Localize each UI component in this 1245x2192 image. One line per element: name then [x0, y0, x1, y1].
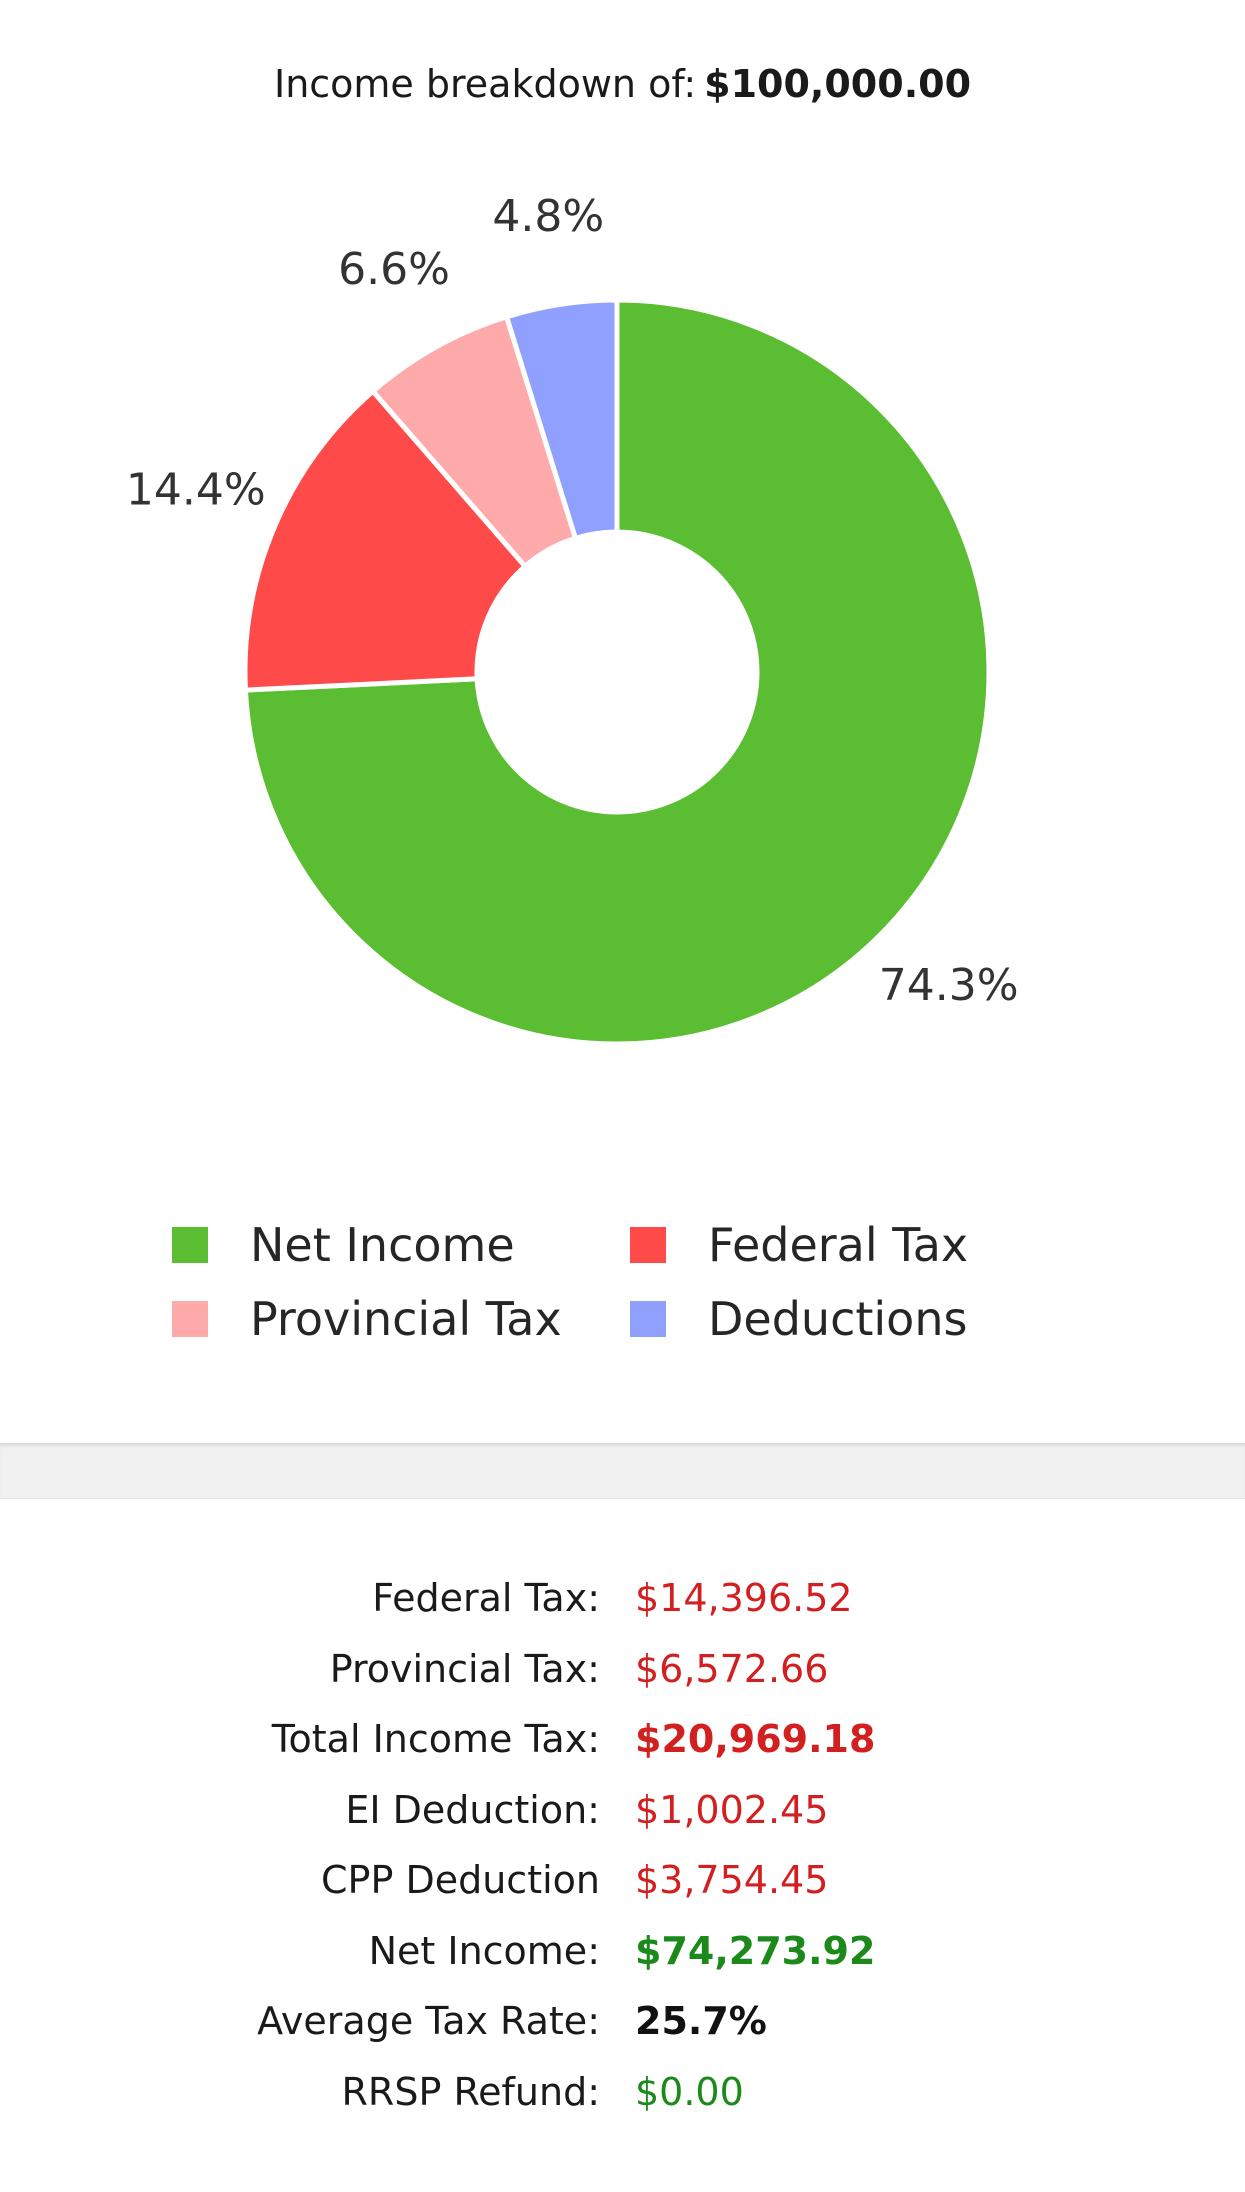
chart-title-amount: $100,000.00: [704, 62, 972, 106]
chart-title-prefix: Income breakdown of:: [273, 62, 697, 106]
chart-legend: Net Income Federal Tax Provincial Tax De…: [172, 1218, 1072, 1368]
summary-row-cpp-deduction: CPP Deduction $3,754.45: [0, 1850, 1245, 1910]
summary-row-rrsp-refund: RRSP Refund: $0.00: [0, 2062, 1245, 2122]
summary-row-average-tax-rate: Average Tax Rate: 25.7%: [0, 1991, 1245, 2051]
summary-value: $6,572.66: [635, 1647, 829, 1691]
summary-value: $74,273.92: [635, 1929, 876, 1973]
summary-value: $3,754.45: [635, 1858, 829, 1902]
summary-row-net-income: Net Income: $74,273.92: [0, 1921, 1245, 1981]
legend-item-deductions[interactable]: Deductions: [630, 1292, 967, 1346]
legend-swatch-federal-tax: [630, 1227, 666, 1263]
donut-labels: 74.3% 14.4% 6.6% 4.8%: [126, 191, 1019, 1011]
summary-label: Average Tax Rate:: [257, 1999, 600, 2043]
section-divider: [0, 1443, 1245, 1499]
summary-label: RRSP Refund:: [341, 2070, 600, 2114]
chart-card: Income breakdown of: $100,000.00 74.3% 14.…: [0, 62, 1245, 1368]
summary-value: $1,002.45: [635, 1788, 829, 1832]
donut-label-deductions: 4.8%: [492, 191, 604, 242]
legend-swatch-net-income: [172, 1227, 208, 1263]
legend-label-provincial-tax: Provincial Tax: [250, 1292, 562, 1346]
legend-item-provincial-tax[interactable]: Provincial Tax: [172, 1292, 562, 1346]
donut-slice-net-income[interactable]: [242, 297, 992, 1047]
donut-slices: [242, 297, 992, 1047]
donut-label-provincial-tax: 6.6%: [338, 244, 450, 295]
summary-label: Provincial Tax:: [329, 1647, 600, 1691]
summary-row-ei-deduction: EI Deduction: $1,002.45: [0, 1780, 1245, 1840]
summary-label: Total Income Tax:: [271, 1717, 600, 1761]
donut-chart: 74.3% 14.4% 6.6% 4.8%: [126, 191, 1019, 1047]
summary-row-federal-tax: Federal Tax: $14,396.52: [0, 1568, 1245, 1628]
donut-label-federal-tax: 14.4%: [126, 464, 266, 515]
summary-value: 25.7%: [635, 1999, 767, 2043]
summary-label: CPP Deduction: [321, 1858, 600, 1902]
legend-label-federal-tax: Federal Tax: [708, 1218, 969, 1272]
legend-label-net-income: Net Income: [250, 1218, 515, 1272]
legend-item-federal-tax[interactable]: Federal Tax: [630, 1218, 968, 1272]
summary-label: Net Income:: [368, 1929, 600, 1973]
summary-value: $20,969.18: [635, 1717, 876, 1761]
summary-value: $14,396.52: [635, 1576, 853, 1620]
legend-label-deductions: Deductions: [708, 1292, 968, 1346]
summary-row-total-income-tax: Total Income Tax: $20,969.18: [0, 1709, 1245, 1769]
legend-swatch-provincial-tax: [172, 1301, 208, 1337]
donut-slice-federal-tax[interactable]: [242, 387, 529, 693]
legend-swatch-deductions: [630, 1301, 666, 1337]
summary-value: $0.00: [635, 2070, 744, 2114]
chart-title: Income breakdown of: $100,000.00: [0, 62, 1245, 106]
donut-slice-deductions[interactable]: [503, 297, 620, 542]
summary-label: EI Deduction:: [345, 1788, 600, 1832]
summary-row-provincial-tax: Provincial Tax: $6,572.66: [0, 1639, 1245, 1699]
legend-item-net-income[interactable]: Net Income: [172, 1218, 515, 1272]
summary-label: Federal Tax:: [372, 1576, 600, 1620]
donut-label-net-income: 74.3%: [879, 960, 1019, 1011]
